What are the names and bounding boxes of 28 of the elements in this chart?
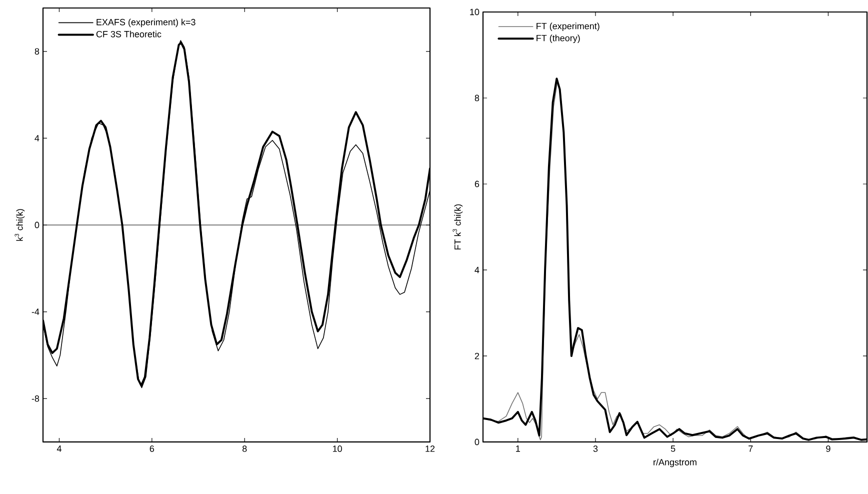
y-axis-title: FT k$^{3}$ chi(k) [452,204,463,250]
y-tick-label: 4 [474,266,480,274]
legend-label: FT (theory) [536,34,580,44]
y-tick-label: -8 [32,395,40,402]
x-tick-label: 3 [593,446,598,452]
y-tick-label: 6 [474,180,480,188]
x-tick-label: 4 [56,446,62,452]
x-tick-label: 6 [150,446,154,452]
y-tick-label: 10 [470,8,480,16]
y-tick-label: 8 [474,94,480,102]
legend-label: EXAFS (experiment) k=3 [96,18,196,28]
y-tick-label: 0 [474,438,480,446]
legend-label: FT (experiment) [536,22,600,32]
y-tick-label: -4 [32,308,40,315]
x-tick-label: 1 [516,446,520,452]
y-axis-title: k$^{3}$ chi(k) [14,209,25,241]
x-tick-label: 9 [826,446,830,452]
x-axis-title: r/Angstrom [654,458,696,468]
x-tick-label: 8 [242,446,247,452]
x-tick-label: 12 [426,446,435,452]
y-tick-label: 4 [34,135,40,142]
x-tick-label: 5 [670,446,676,452]
y-tick-label: 0 [34,222,40,228]
legend-label: CF 3S Theoretic [96,30,162,38]
x-tick-label: 10 [332,446,342,452]
y-tick-label: 8 [34,48,40,55]
y-tick-label: 2 [474,352,480,360]
x-tick-label: 7 [748,446,753,452]
